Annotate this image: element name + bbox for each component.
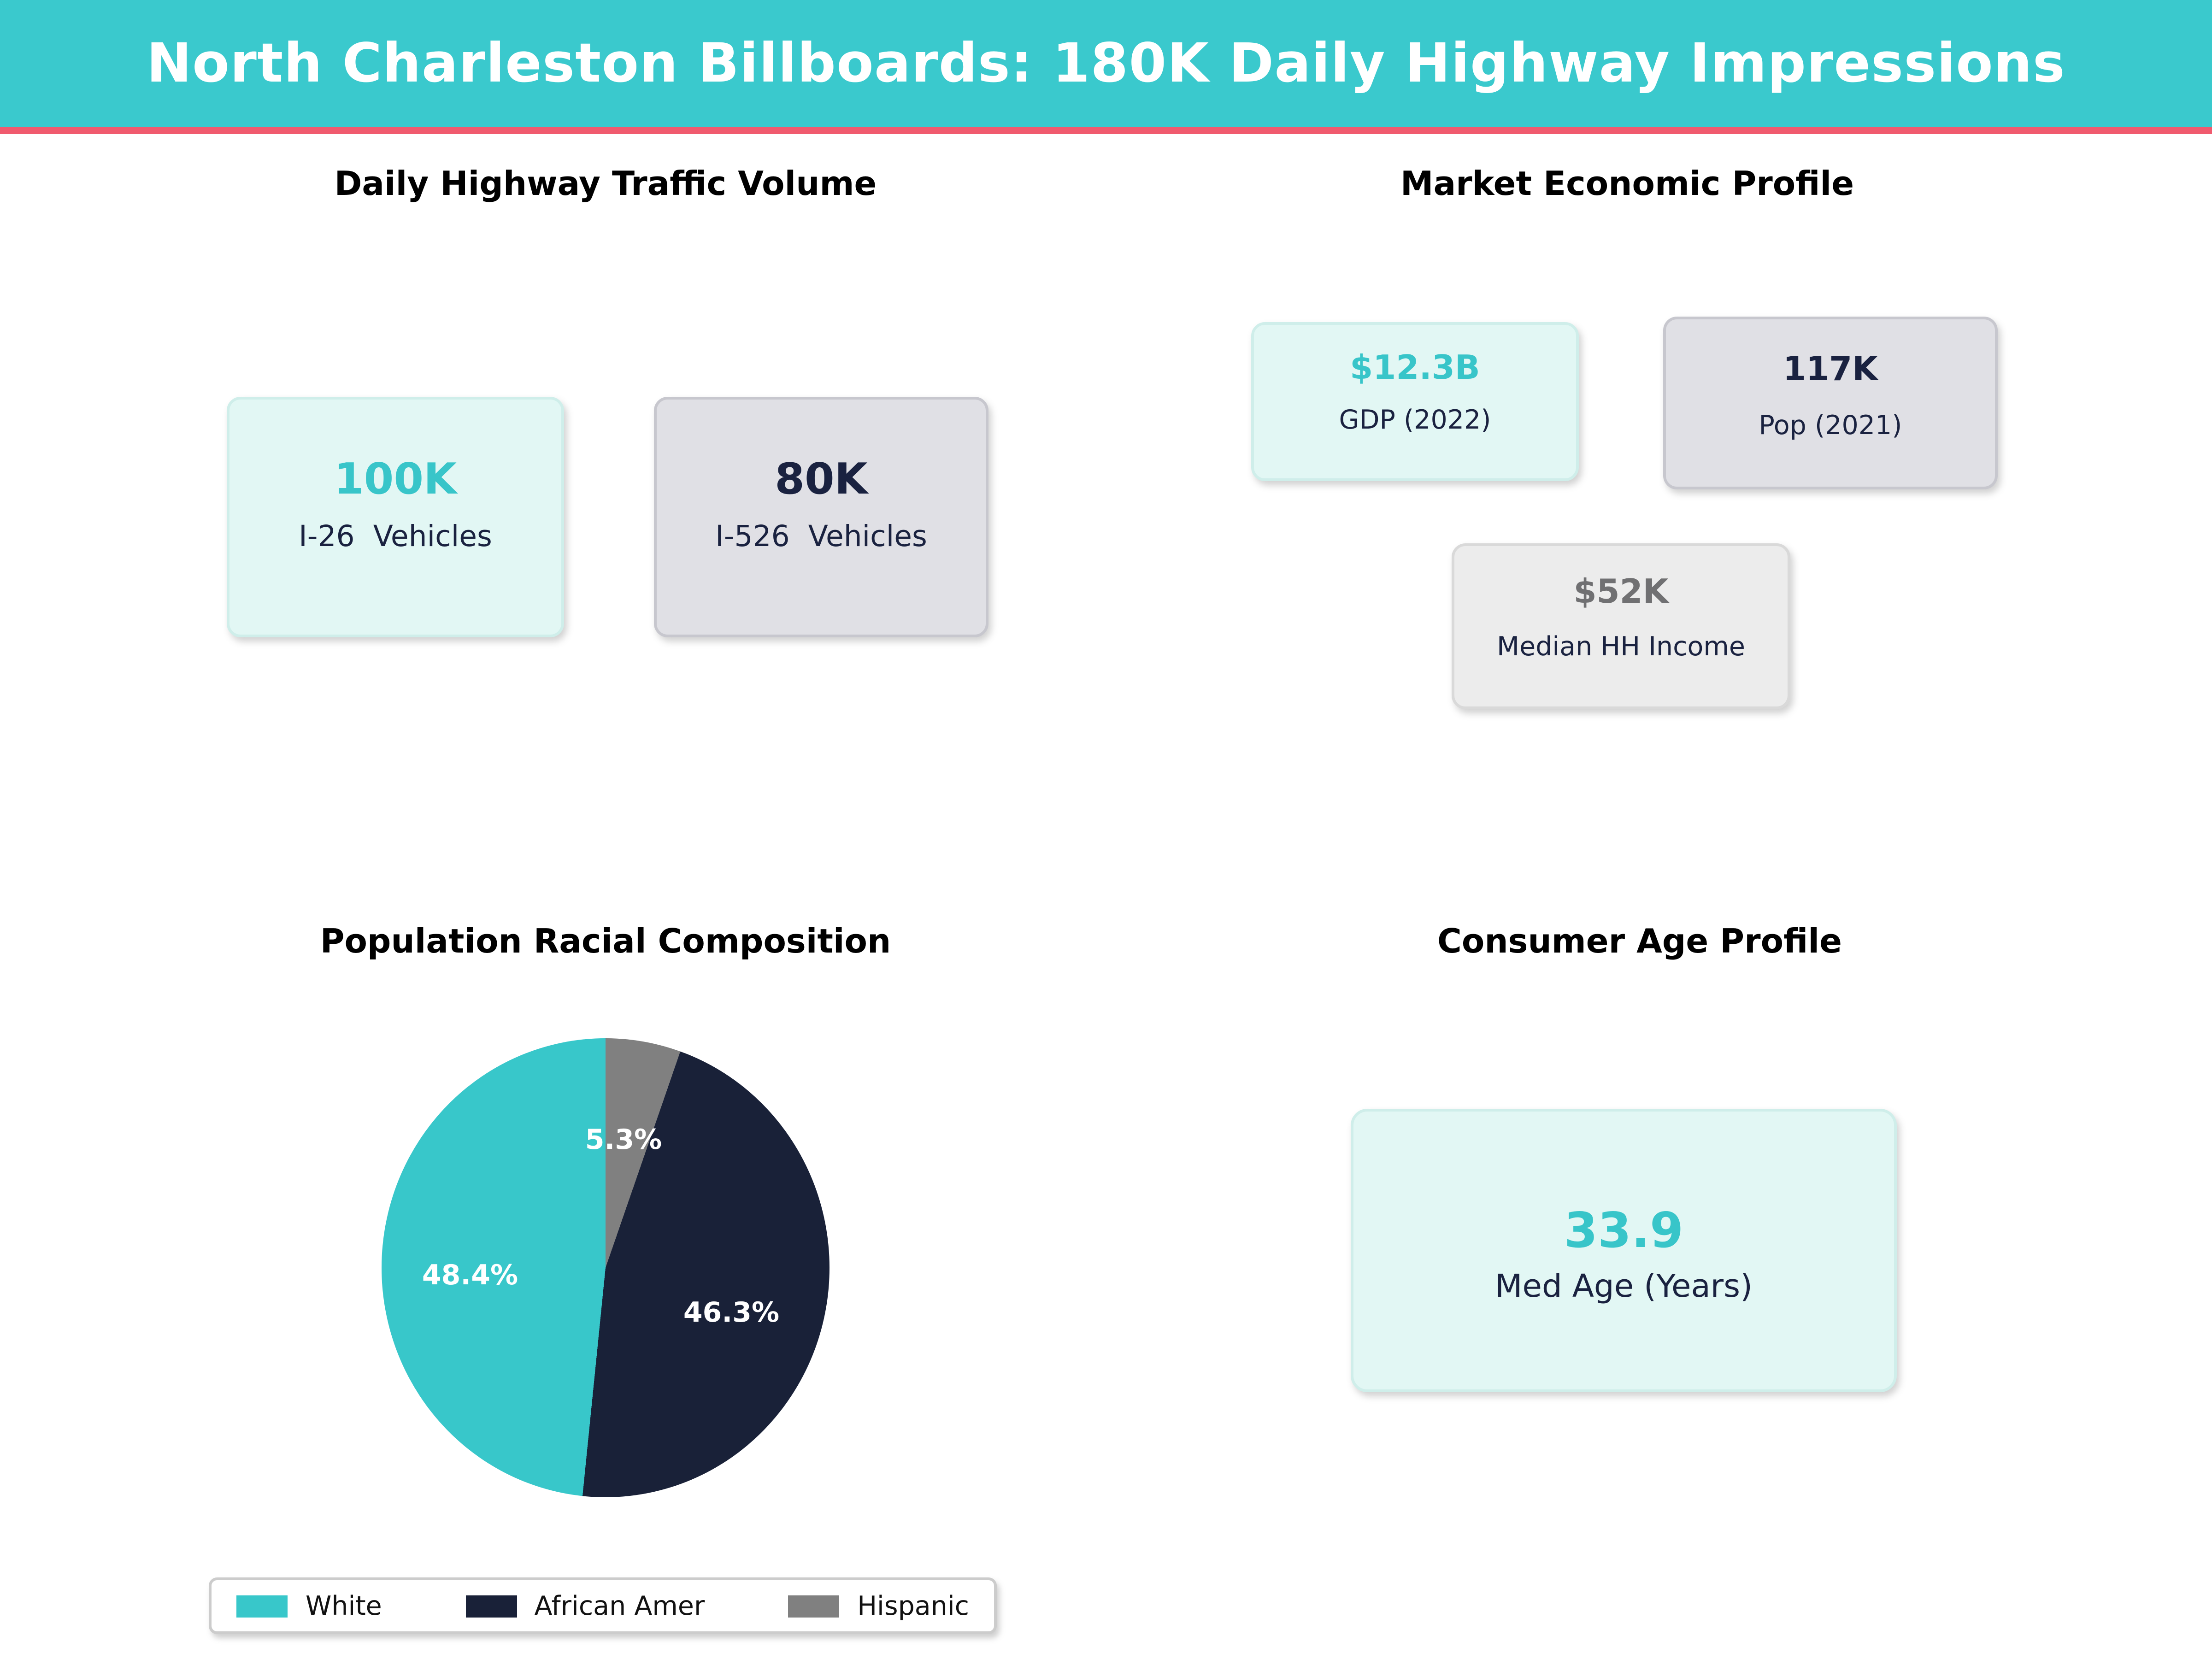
pie-percent-white: 48.4%: [422, 1258, 518, 1291]
racial-composition-pie-chart: [382, 1038, 830, 1497]
stat-card-median-income: $52K Median HH Income: [1452, 543, 1790, 709]
legend-label-white: White: [306, 1590, 382, 1621]
section-title-race: Population Racial Composition: [320, 922, 891, 961]
page-title: North Charleston Billboards: 180K Daily …: [146, 32, 2066, 95]
stat-value-median-income: $52K: [1573, 572, 1669, 611]
stat-card-i526-vehicles: 80K I-526 Vehicles: [654, 397, 988, 637]
stat-card-gdp: $12.3B GDP (2022): [1251, 322, 1579, 481]
stat-value-i26: 100K: [334, 455, 457, 505]
legend-swatch-white: [236, 1594, 288, 1617]
stat-label-gdp: GDP (2022): [1339, 405, 1491, 435]
legend-label-hispanic: Hispanic: [857, 1590, 969, 1621]
stat-card-median-age: 33.9 Med Age (Years): [1351, 1109, 1897, 1392]
stat-label-i26: I-26 Vehicles: [299, 520, 492, 553]
stat-label-median-age: Med Age (Years): [1495, 1269, 1753, 1305]
stat-value-median-age: 33.9: [1564, 1204, 1684, 1259]
stat-label-population: Pop (2021): [1759, 411, 1902, 441]
stat-value-i526: 80K: [775, 455, 868, 505]
legend-swatch-african-amer: [465, 1594, 517, 1617]
pie-percent-hispanic: 5.3%: [585, 1123, 662, 1156]
stat-label-median-income: Median HH Income: [1496, 632, 1746, 662]
pie-percent-african-amer: 46.3%: [683, 1295, 780, 1329]
header-divider: [0, 127, 2212, 134]
legend-item-hispanic: Hispanic: [788, 1591, 969, 1621]
legend-swatch-hispanic: [788, 1594, 840, 1617]
stat-value-population: 117K: [1783, 350, 1878, 388]
legend-item-african-amer: African Amer: [465, 1591, 705, 1621]
header-banner: North Charleston Billboards: 180K Daily …: [0, 0, 2212, 127]
legend-label-african-amer: African Amer: [534, 1590, 705, 1621]
stat-card-i26-vehicles: 100K I-26 Vehicles: [227, 397, 564, 637]
legend-item-white: White: [236, 1591, 382, 1621]
pie-legend: White African Amer Hispanic: [209, 1577, 997, 1634]
stat-label-i526: I-526 Vehicles: [715, 520, 927, 553]
stat-card-population: 117K Pop (2021): [1663, 317, 1998, 489]
section-title-age: Consumer Age Profile: [1437, 922, 1842, 961]
stat-value-gdp: $12.3B: [1350, 348, 1480, 387]
section-title-traffic: Daily Highway Traffic Volume: [334, 165, 877, 203]
section-title-market: Market Economic Profile: [1400, 165, 1854, 203]
